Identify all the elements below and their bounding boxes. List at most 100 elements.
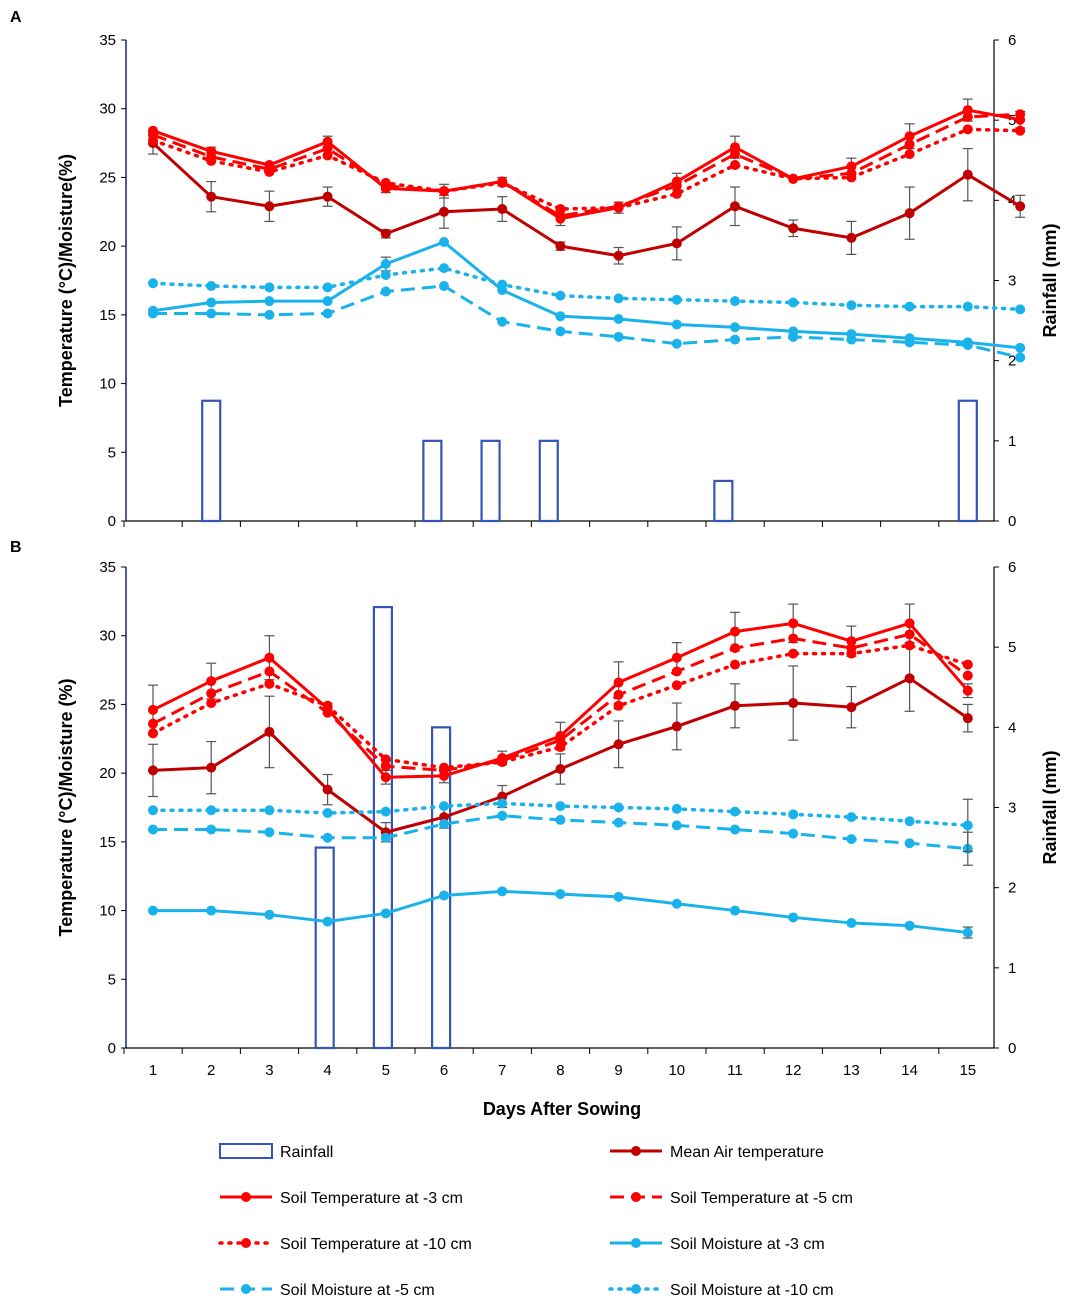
legend-label: Soil Temperature at -5 cm [670,1190,853,1207]
y-axis-title: Temperature (°C)/Moisture(%) [56,154,76,407]
point-soil-temperature-at-10-cm [671,188,682,199]
point-soil-moisture-at-5-cm [206,308,217,319]
point-soil-moisture-at-5-cm [613,331,624,342]
point-soil-temperature-at-10-cm [206,155,217,166]
y-tick-label: 25 [99,169,116,186]
point-soil-temperature-at-5-cm [206,688,217,699]
rainfall-bar [957,399,978,523]
point-soil-moisture-at-3-cm [613,891,624,902]
point-soil-moisture-at-10-cm [439,263,449,274]
point-soil-temperature-at-10-cm [613,700,624,711]
point-soil-moisture-at-10-cm [497,798,508,809]
point-soil-moisture-at-3-cm [322,916,333,927]
point-soil-temperature-at-10-cm [846,172,857,183]
point-soil-moisture-at-10-cm [264,282,275,293]
point-soil-temperature-at-10-cm [730,659,740,670]
y2-tick-label: 3 [1008,273,1016,290]
rainfall-bar [201,399,222,523]
point-soil-moisture-at-5-cm [671,338,682,349]
x-tick-label: 15 [959,1062,976,1079]
rainfall-bar [314,846,335,1050]
y-tick-label: 0 [108,1040,116,1057]
point-soil-moisture-at-3-cm [264,296,275,307]
y2-tick-label: 3 [1008,800,1016,817]
y2-tick-label: 0 [1008,513,1016,530]
point-soil-moisture-at-3-cm [788,912,799,923]
x-tick-label: 6 [440,1062,448,1079]
point-soil-moisture-at-10-cm [148,805,158,816]
point-mean-air-temperature [962,713,973,724]
point-soil-temperature-at-10-cm [322,150,333,161]
point-soil-moisture-at-3-cm [730,905,740,916]
point-soil-moisture-at-3-cm [322,296,333,307]
point-soil-temperature-at-3-cm [730,142,740,153]
point-soil-moisture-at-3-cm [206,297,217,308]
point-soil-temperature-at-3-cm [904,131,915,142]
point-soil-temperature-at-10-cm [613,202,624,213]
point-soil-moisture-at-10-cm [497,279,508,290]
point-soil-temperature-at-5-cm [904,629,915,640]
y2-tick-label: 2 [1008,353,1016,370]
point-soil-temperature-at-3-cm [962,105,973,116]
y-tick-label: 25 [99,696,116,713]
point-soil-temperature-at-10-cm [904,149,915,160]
x-tick-label: 2 [207,1062,215,1079]
point-soil-moisture-at-10-cm [962,301,973,312]
point-soil-temperature-at-5-cm [730,643,740,654]
legend-item-soil-moisture-at-10-cm: Soil Moisture at -10 cm [608,1282,834,1299]
point-soil-temperature-at-10-cm [904,640,915,651]
rainfall-bar [538,439,559,523]
point-soil-temperature-at-5-cm [962,111,973,122]
x-tick-label: 4 [323,1062,331,1079]
point-soil-temperature-at-10-cm [555,204,566,215]
panel-label: B [10,539,22,556]
point-mean-air-temperature [264,201,275,212]
y-tick-label: 35 [99,32,116,49]
point-soil-temperature-at-3-cm [322,136,333,147]
point-soil-moisture-at-5-cm [148,308,158,319]
y-axis-title: Temperature (°C)/Moisture (%) [56,679,76,937]
y-tick-label: 5 [108,444,116,461]
legend-marker [631,1192,641,1202]
point-soil-moisture-at-10-cm [148,278,158,289]
point-soil-moisture-at-10-cm [671,294,682,305]
y2-tick-label: 5 [1008,639,1016,656]
legend-item-soil-temperature-at-10-cm: Soil Temperature at -10 cm [218,1236,472,1253]
point-soil-moisture-at-10-cm [904,301,915,312]
y2-tick-label: 5 [1008,112,1016,129]
point-soil-moisture-at-5-cm [380,832,391,843]
rainfall-bar [372,605,393,1050]
point-soil-moisture-at-5-cm [555,326,566,337]
point-soil-temperature-at-10-cm [264,166,275,177]
point-soil-moisture-at-5-cm [788,331,799,342]
point-soil-moisture-at-10-cm [322,807,333,818]
x-axis-title: Days After Sowing [483,1099,641,1119]
point-soil-temperature-at-5-cm [613,689,624,700]
point-mean-air-temperature [439,206,449,217]
point-soil-moisture-at-3-cm [613,313,624,324]
point-soil-moisture-at-3-cm [846,917,857,928]
point-soil-temperature-at-3-cm [904,618,915,629]
legend-item-soil-temperature-at-5-cm: Soil Temperature at -5 cm [610,1190,853,1207]
legend-marker [241,1284,251,1294]
point-soil-moisture-at-5-cm [730,334,740,345]
point-mean-air-temperature [846,232,857,243]
point-mean-air-temperature [380,228,391,239]
x-tick-label: 5 [382,1062,390,1079]
point-soil-temperature-at-10-cm [962,124,973,135]
y-tick-label: 20 [99,765,116,782]
point-mean-air-temperature [555,241,566,252]
y2-tick-label: 2 [1008,880,1016,897]
point-soil-moisture-at-3-cm [671,898,682,909]
legend-marker [631,1284,641,1294]
x-tick-label: 14 [901,1062,918,1079]
point-soil-moisture-at-10-cm [1015,304,1026,315]
point-soil-moisture-at-10-cm [439,801,449,812]
y2-tick-label: 4 [1008,719,1016,736]
legend-label: Soil Moisture at -10 cm [670,1282,834,1299]
legend-marker [241,1238,251,1248]
point-soil-moisture-at-5-cm [613,817,624,828]
